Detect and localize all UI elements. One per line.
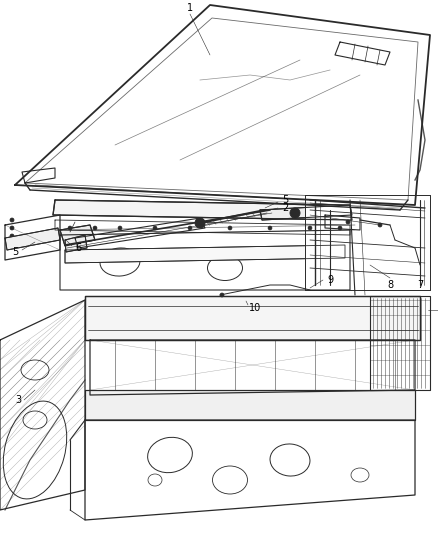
Text: 7: 7: [417, 280, 423, 290]
Polygon shape: [53, 200, 352, 220]
Text: 8: 8: [387, 280, 393, 290]
Polygon shape: [65, 235, 87, 252]
Polygon shape: [5, 228, 60, 250]
Circle shape: [228, 226, 232, 230]
Polygon shape: [60, 225, 95, 246]
Circle shape: [118, 226, 122, 230]
Circle shape: [153, 226, 157, 230]
Polygon shape: [85, 296, 420, 340]
Circle shape: [10, 242, 14, 246]
Text: 2: 2: [282, 203, 288, 213]
Polygon shape: [85, 390, 415, 420]
Text: 5: 5: [12, 247, 18, 257]
Circle shape: [338, 226, 342, 230]
Text: 5: 5: [282, 195, 288, 205]
Circle shape: [10, 234, 14, 238]
Circle shape: [68, 226, 72, 230]
Circle shape: [268, 226, 272, 230]
Text: 10: 10: [249, 303, 261, 313]
Circle shape: [10, 226, 14, 230]
Circle shape: [346, 220, 350, 224]
Circle shape: [220, 293, 224, 297]
Circle shape: [188, 226, 192, 230]
Circle shape: [195, 218, 205, 228]
Circle shape: [378, 223, 382, 227]
Text: 1: 1: [187, 3, 193, 13]
Polygon shape: [65, 245, 345, 263]
Circle shape: [290, 208, 300, 218]
Circle shape: [10, 218, 14, 222]
Polygon shape: [305, 195, 430, 290]
Circle shape: [93, 226, 97, 230]
Text: 3: 3: [15, 395, 21, 405]
Polygon shape: [260, 205, 352, 220]
Text: 6: 6: [75, 243, 81, 253]
Text: 9: 9: [327, 275, 333, 285]
Circle shape: [308, 226, 312, 230]
